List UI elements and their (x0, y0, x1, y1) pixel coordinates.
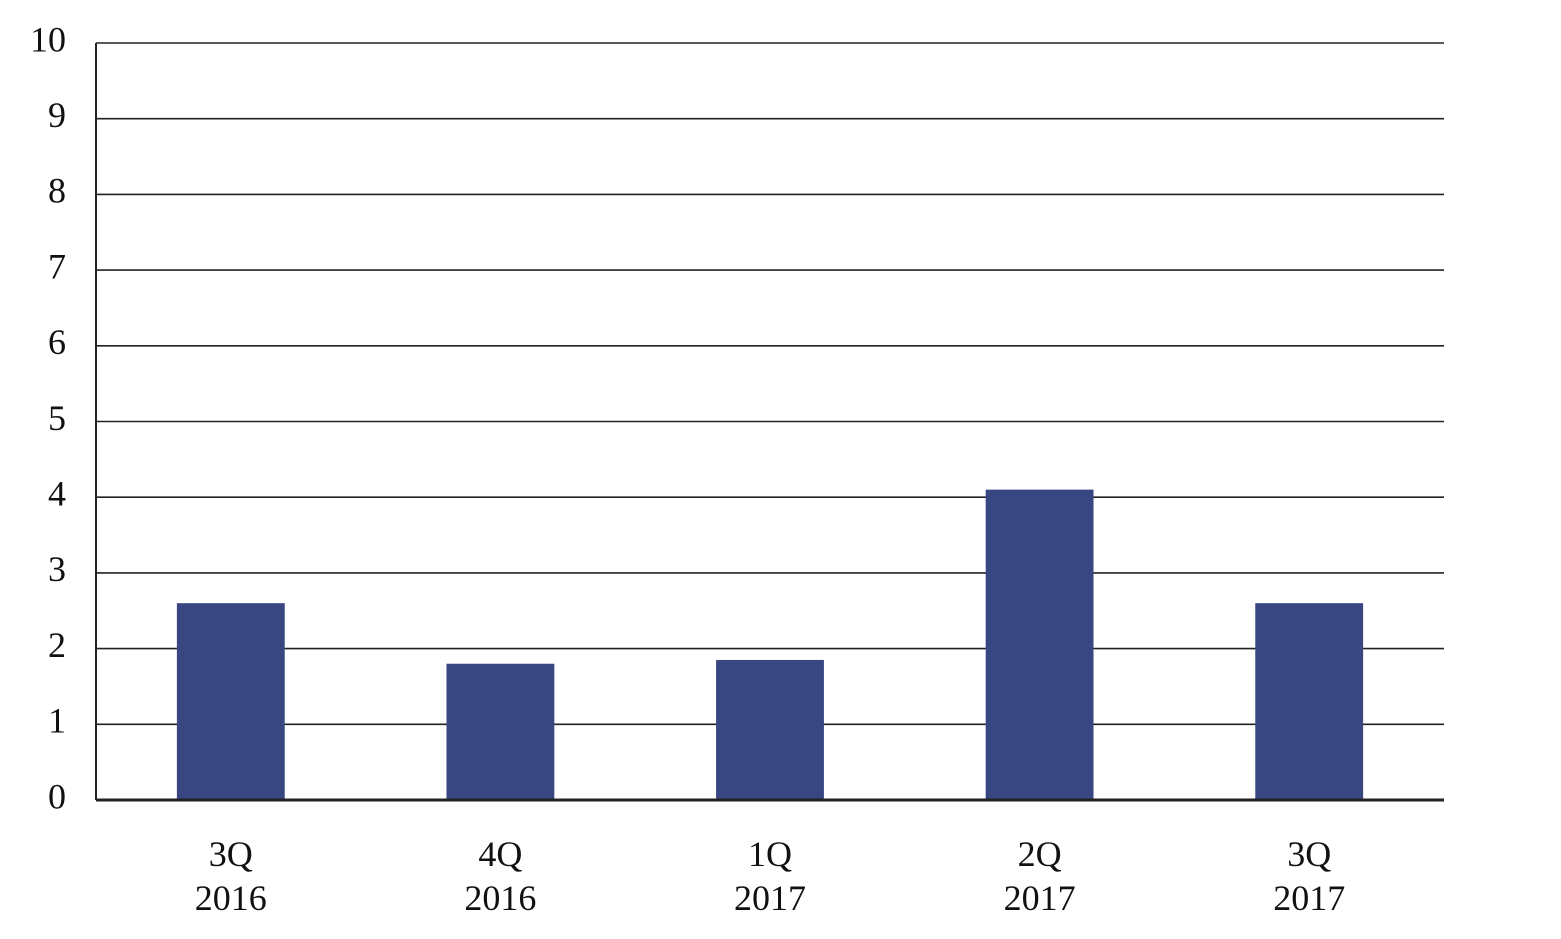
x-tick-label: 1Q 2017 (734, 834, 806, 918)
bar (1255, 603, 1364, 800)
y-tick-label: 4 (48, 473, 66, 513)
y-tick-label: 5 (48, 398, 66, 438)
x-tick-label: 4Q 2016 (464, 834, 537, 918)
y-tick-label: 0 (48, 776, 66, 816)
bar (985, 489, 1094, 800)
y-tick-label: 8 (48, 171, 66, 211)
x-tick-label: 3Q 2017 (1273, 834, 1346, 918)
y-tick-label: 2 (48, 625, 66, 665)
y-tick-label: 7 (48, 246, 66, 286)
bar (716, 659, 824, 800)
bar (176, 603, 285, 800)
bar (446, 663, 555, 800)
y-tick-label: 10 (30, 19, 66, 59)
y-tick-label: 9 (48, 95, 66, 135)
y-tick-label: 3 (48, 549, 66, 589)
y-tick-label: 6 (48, 322, 66, 362)
y-tick-label: 1 (48, 701, 66, 741)
x-tick-label: 2Q 2017 (1003, 834, 1076, 918)
x-tick-label: 3Q 2016 (194, 834, 267, 918)
